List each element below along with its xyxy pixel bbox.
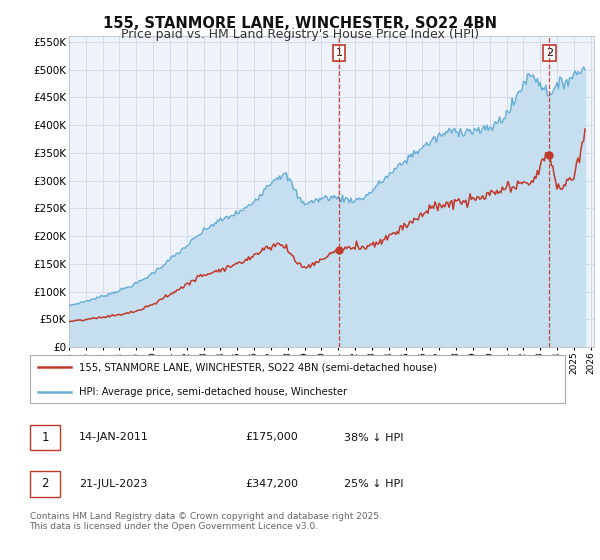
Text: 155, STANMORE LANE, WINCHESTER, SO22 4BN: 155, STANMORE LANE, WINCHESTER, SO22 4BN xyxy=(103,16,497,31)
Text: 38% ↓ HPI: 38% ↓ HPI xyxy=(344,432,404,442)
Text: 2: 2 xyxy=(546,48,553,58)
Text: Price paid vs. HM Land Registry's House Price Index (HPI): Price paid vs. HM Land Registry's House … xyxy=(121,28,479,41)
Text: 25% ↓ HPI: 25% ↓ HPI xyxy=(344,479,404,489)
Text: £175,000: £175,000 xyxy=(245,432,298,442)
FancyBboxPatch shape xyxy=(29,424,60,450)
Text: 1: 1 xyxy=(41,431,49,444)
FancyBboxPatch shape xyxy=(29,356,565,403)
Text: 21-JUL-2023: 21-JUL-2023 xyxy=(79,479,148,489)
Text: 155, STANMORE LANE, WINCHESTER, SO22 4BN (semi-detached house): 155, STANMORE LANE, WINCHESTER, SO22 4BN… xyxy=(79,362,437,372)
Text: Contains HM Land Registry data © Crown copyright and database right 2025.
This d: Contains HM Land Registry data © Crown c… xyxy=(29,512,382,531)
FancyBboxPatch shape xyxy=(29,471,60,497)
Text: 2: 2 xyxy=(41,477,49,490)
Text: 1: 1 xyxy=(335,48,343,58)
Text: HPI: Average price, semi-detached house, Winchester: HPI: Average price, semi-detached house,… xyxy=(79,386,347,396)
Text: £347,200: £347,200 xyxy=(245,479,298,489)
Text: 14-JAN-2011: 14-JAN-2011 xyxy=(79,432,149,442)
